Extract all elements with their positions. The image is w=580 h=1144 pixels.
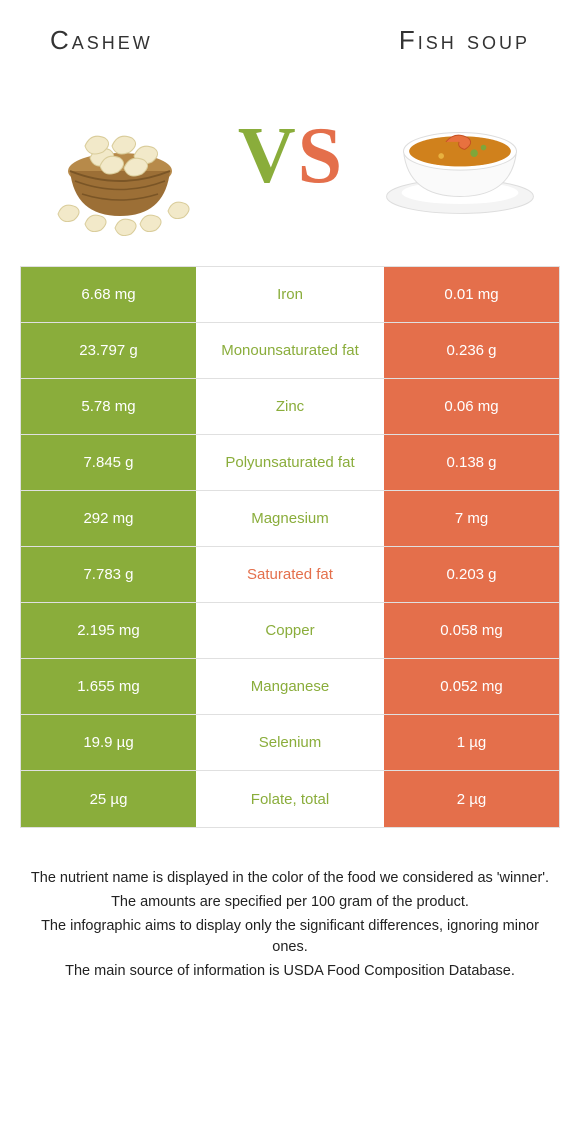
right-value: 7 mg	[384, 491, 559, 546]
nutrient-name: Polyunsaturated fat	[196, 435, 384, 490]
nutrient-name: Zinc	[196, 379, 384, 434]
right-value: 0.058 mg	[384, 603, 559, 658]
left-value: 2.195 mg	[21, 603, 196, 658]
nutrient-name: Iron	[196, 267, 384, 322]
left-value: 7.845 g	[21, 435, 196, 490]
table-row: 7.783 gSaturated fat0.203 g	[21, 547, 559, 603]
nutrient-name: Magnesium	[196, 491, 384, 546]
left-value: 6.68 mg	[21, 267, 196, 322]
right-food-title: Fish soup	[399, 25, 530, 56]
table-row: 6.68 mgIron0.01 mg	[21, 267, 559, 323]
vs-s-letter: S	[298, 111, 343, 202]
footnote-line: The infographic aims to display only the…	[30, 916, 550, 960]
right-value: 0.052 mg	[384, 659, 559, 714]
right-value: 0.06 mg	[384, 379, 559, 434]
table-row: 1.655 mgManganese0.052 mg	[21, 659, 559, 715]
nutrient-name: Copper	[196, 603, 384, 658]
table-row: 19.9 µgSelenium1 µg	[21, 715, 559, 771]
table-row: 7.845 gPolyunsaturated fat0.138 g	[21, 435, 559, 491]
left-value: 292 mg	[21, 491, 196, 546]
right-value: 0.203 g	[384, 547, 559, 602]
footnote-line: The main source of information is USDA F…	[30, 961, 550, 983]
left-value: 25 µg	[21, 771, 196, 827]
vs-label: V S	[238, 111, 342, 202]
vs-v-letter: V	[238, 111, 296, 202]
cashew-image	[40, 76, 200, 236]
nutrient-name: Monounsaturated fat	[196, 323, 384, 378]
left-value: 1.655 mg	[21, 659, 196, 714]
nutrient-name: Saturated fat	[196, 547, 384, 602]
table-row: 25 µgFolate, total2 µg	[21, 771, 559, 827]
footnote-line: The amounts are specified per 100 gram o…	[30, 892, 550, 914]
left-value: 5.78 mg	[21, 379, 196, 434]
hero-row: V S	[0, 66, 580, 266]
table-row: 23.797 gMonounsaturated fat0.236 g	[21, 323, 559, 379]
footnote-line: The nutrient name is displayed in the co…	[30, 868, 550, 890]
left-value: 7.783 g	[21, 547, 196, 602]
table-row: 292 mgMagnesium7 mg	[21, 491, 559, 547]
left-value: 23.797 g	[21, 323, 196, 378]
right-value: 2 µg	[384, 771, 559, 827]
table-row: 5.78 mgZinc0.06 mg	[21, 379, 559, 435]
left-food-title: Cashew	[50, 25, 153, 56]
right-value: 0.01 mg	[384, 267, 559, 322]
nutrient-name: Manganese	[196, 659, 384, 714]
nutrient-name: Folate, total	[196, 771, 384, 827]
right-value: 1 µg	[384, 715, 559, 770]
nutrient-name: Selenium	[196, 715, 384, 770]
footnotes: The nutrient name is displayed in the co…	[0, 828, 580, 983]
header: Cashew Fish soup	[0, 0, 580, 66]
left-value: 19.9 µg	[21, 715, 196, 770]
right-value: 0.236 g	[384, 323, 559, 378]
nutrient-table: 6.68 mgIron0.01 mg23.797 gMonounsaturate…	[20, 266, 560, 828]
fish-soup-image	[380, 76, 540, 236]
right-value: 0.138 g	[384, 435, 559, 490]
table-row: 2.195 mgCopper0.058 mg	[21, 603, 559, 659]
